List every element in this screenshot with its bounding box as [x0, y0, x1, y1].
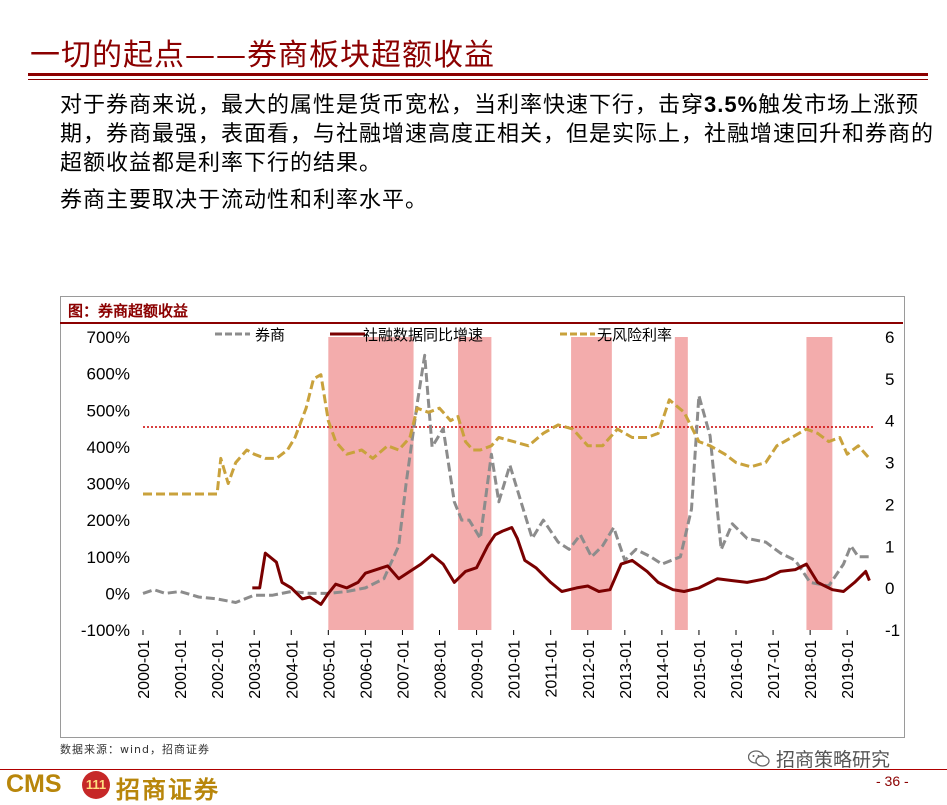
x-axis-tick-label: 2001-01: [173, 640, 190, 699]
left-axis-tick-label: 300%: [87, 475, 130, 494]
x-axis-tick-label: 2019-01: [840, 640, 857, 699]
series-line-2: [143, 373, 871, 496]
paragraph-1-bold: 3.5%: [704, 92, 759, 117]
body-paragraph-2: 券商主要取决于流动性和利率水平。: [60, 188, 429, 213]
brand-name: 招商策略研究: [776, 749, 891, 771]
left-axis-tick-label: 700%: [87, 328, 130, 347]
x-axis-tick-label: 2003-01: [247, 640, 264, 699]
series-line-0: [142, 353, 870, 604]
shaded-period: [571, 337, 612, 630]
chart-title-rule: [60, 322, 903, 324]
left-axis-tick-label: -100%: [81, 621, 130, 640]
x-axis-tick-label: 2006-01: [358, 640, 375, 699]
left-axis-tick-label: 500%: [87, 401, 130, 420]
wechat-icon: [747, 750, 770, 767]
x-axis-tick-label: 2002-01: [210, 640, 227, 699]
title-rule: [28, 73, 928, 76]
right-axis-tick-label: 1: [885, 537, 894, 556]
x-axis-tick-label: 2012-01: [581, 640, 598, 699]
x-axis-tick-label: 2004-01: [284, 640, 301, 699]
right-axis-tick-label: 4: [885, 412, 894, 431]
shaded-period: [806, 337, 833, 630]
brand-label: 招商策略研究: [747, 745, 891, 772]
x-axis-tick-label: 2014-01: [655, 640, 672, 699]
x-axis-tick-label: 2011-01: [544, 640, 561, 698]
x-axis-tick-label: 2008-01: [433, 640, 450, 699]
left-axis-tick-label: 200%: [87, 511, 130, 530]
chart-title: 图：券商超额收益: [68, 302, 189, 320]
title-rule-thin: [28, 79, 928, 80]
x-axis-tick-label: 2000-01: [136, 640, 153, 699]
footer-rule: [0, 769, 947, 770]
x-axis-tick-label: 2009-01: [470, 640, 487, 699]
paragraph-1-text-b: 触发市场上涨预期，券商最强，表面看，与社融增速高度正相关，但是实际上，社融增速回…: [60, 93, 935, 176]
legend-label-0: 券商: [255, 326, 285, 344]
left-axis-tick-label: 600%: [87, 365, 130, 384]
slide-title: 一切的起点——券商板块超额收益: [30, 38, 495, 73]
source-note: 数据来源：wind，招商证券: [60, 743, 211, 756]
left-axis-tick-label: 400%: [87, 438, 130, 457]
cms-logo-chinese: 招商证券: [116, 776, 220, 804]
cms-logo-text: CMS: [6, 770, 62, 798]
x-axis-tick-label: 2018-01: [803, 640, 820, 699]
x-axis-tick-label: 2017-01: [766, 640, 783, 699]
right-axis-tick-label: -1: [885, 621, 900, 640]
page-number: - 36 -: [876, 773, 909, 789]
series-line-1: [252, 526, 871, 606]
right-axis-tick-label: 0: [885, 579, 894, 598]
body-paragraph-1: 对于券商来说，最大的属性是货币宽松，当利率快速下行，击穿3.5%触发市场上涨预期…: [60, 90, 940, 178]
x-axis-tick-label: 2015-01: [692, 640, 709, 699]
x-axis-tick-label: 2010-01: [507, 640, 524, 699]
x-axis-tick-label: 2005-01: [321, 640, 338, 699]
legend-label-2: 无风险利率: [597, 326, 672, 344]
x-axis-tick-label: 2016-01: [729, 640, 746, 699]
right-axis-tick-label: 5: [885, 370, 894, 389]
left-axis-tick-label: 0%: [105, 584, 130, 603]
chart-frame: [60, 296, 905, 738]
shaded-period: [458, 337, 492, 630]
right-axis-tick-label: 3: [885, 454, 894, 473]
cms-logo-mark: 111: [82, 771, 110, 799]
right-axis-tick-label: 6: [885, 328, 894, 347]
right-axis-tick-label: 2: [885, 495, 894, 514]
shaded-period: [674, 337, 688, 630]
legend-label-1: 社融数据同比增速: [363, 326, 483, 344]
left-axis-tick-label: 100%: [87, 548, 130, 567]
paragraph-1-text-a: 对于券商来说，最大的属性是货币宽松，当利率快速下行，击穿: [60, 93, 705, 118]
shaded-period: [328, 337, 414, 630]
x-axis-tick-label: 2007-01: [395, 640, 412, 699]
x-axis-tick-label: 2013-01: [618, 640, 635, 699]
